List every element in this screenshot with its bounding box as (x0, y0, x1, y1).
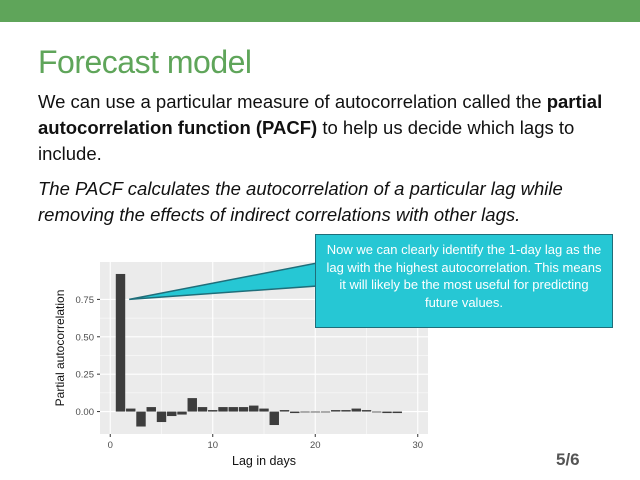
callout-box: Now we can clearly identify the 1-day la… (315, 234, 613, 328)
pacf-bar (126, 408, 136, 412)
plot-bars (115, 273, 402, 427)
pacf-bar (382, 411, 392, 414)
y-tick-label: 0.75 (76, 295, 95, 306)
pacf-bar (218, 407, 228, 412)
x-axis-ticks: 0 10 20 30 (108, 434, 423, 451)
pacf-explanation: The PACF calculates the autocorrelation … (38, 178, 563, 225)
pacf-bar (361, 410, 372, 412)
y-tick-label: 0.25 (76, 370, 95, 381)
pacf-bar (249, 405, 259, 412)
pacf-bar (238, 407, 249, 412)
pacf-bar (300, 411, 310, 413)
pacf-bar (331, 410, 341, 412)
pacf-bar (187, 398, 197, 412)
x-tick-label: 20 (310, 440, 321, 451)
x-axis-label: Lag in days (232, 454, 296, 468)
pacf-bar (392, 411, 402, 414)
pacf-bar (269, 411, 279, 426)
pacf-bar (208, 410, 218, 412)
pacf-bar (177, 411, 187, 415)
intro-bold-term: partial autocorrelation function (PACF) (38, 91, 603, 138)
pacf-bar (341, 410, 351, 412)
pacf-bar (279, 410, 290, 412)
y-axis-ticks: 0.00 0.25 0.50 0.75 (76, 295, 100, 418)
pacf-bar (372, 411, 382, 413)
pacf-bar (136, 411, 146, 427)
page-number: 5/6 (556, 450, 580, 469)
pacf-bar (310, 411, 320, 413)
x-tick-label: 30 (412, 440, 423, 451)
slide-title: Forecast model (38, 44, 252, 80)
x-tick-label: 10 (207, 440, 218, 451)
y-tick-label: 0.50 (76, 332, 95, 343)
pacf-bar (156, 411, 167, 423)
pacf-bar (228, 407, 238, 412)
y-axis-label: Partial autocorrelation (53, 290, 67, 407)
x-tick-label: 0 (108, 440, 113, 451)
pacf-bar (290, 411, 300, 414)
top-accent-bar (0, 0, 640, 22)
pacf-bar (167, 411, 177, 417)
y-tick-label: 0.00 (76, 407, 95, 418)
pacf-bar (351, 408, 361, 412)
intro-paragraph: We can use a particular measure of autoc… (38, 89, 608, 167)
pacf-bar (115, 273, 126, 412)
pacf-bar (320, 411, 331, 413)
intro-text-end: to help us decide which lags to include. (38, 117, 575, 164)
pacf-bar (146, 407, 156, 412)
pacf-bar (259, 408, 269, 412)
pacf-bar (197, 407, 208, 412)
intro-text-start: We can use a particular measure of autoc… (38, 91, 547, 112)
